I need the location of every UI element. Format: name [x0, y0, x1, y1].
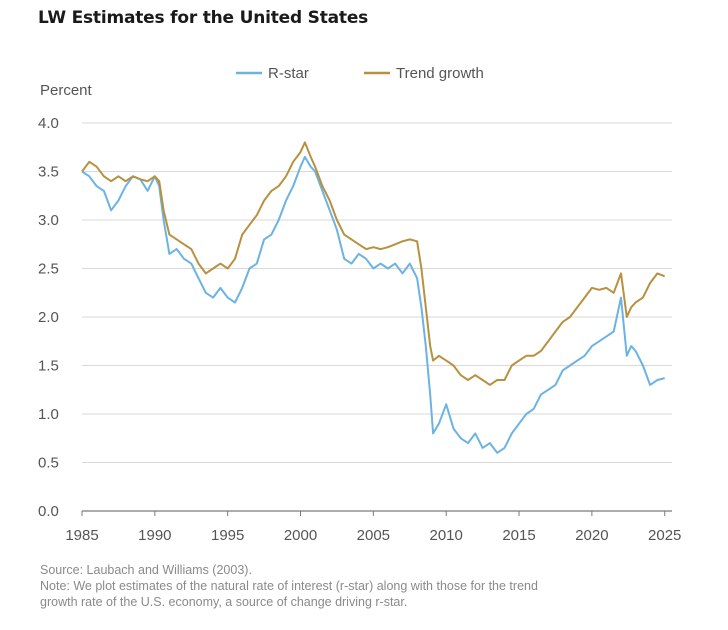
- chart-title: LW Estimates for the United States: [38, 8, 369, 28]
- y-tick-label: 1.5: [38, 358, 59, 375]
- source-text: Source: Laubach and Williams (2003).: [40, 563, 252, 577]
- y-ticks: 0.0 0.5 1.0 1.5 2.0 2.5 3.0 3.5 4.0: [38, 115, 59, 520]
- x-tick-label: 1990: [138, 527, 171, 544]
- x-ticks: 1985 1990 1995 2000 2005 2010 2015 2020 2025: [65, 511, 681, 544]
- x-tick-label: 1985: [65, 527, 98, 544]
- x-tick-label: 2000: [284, 527, 317, 544]
- legend-label-r-star: R-star: [268, 65, 309, 82]
- legend: R-star Trend growth: [236, 65, 484, 82]
- legend-label-trend-growth: Trend growth: [396, 65, 484, 82]
- footnote: Source: Laubach and Williams (2003). Not…: [40, 562, 700, 610]
- x-tick-label: 2025: [648, 527, 681, 544]
- x-tick-label: 2020: [575, 527, 608, 544]
- note-text-line2: growth rate of the U.S. economy, a sourc…: [40, 595, 408, 609]
- y-tick-label: 3.5: [38, 164, 59, 181]
- series-line-trend-growth: [81, 141, 666, 386]
- y-axis-label: Percent: [40, 82, 93, 99]
- y-tick-label: 2.5: [38, 261, 59, 278]
- y-tick-label: 0.0: [38, 503, 59, 520]
- y-tick-label: 0.5: [38, 455, 59, 472]
- x-tick-label: 2015: [502, 527, 535, 544]
- x-tick-label: 2005: [357, 527, 390, 544]
- x-tick-label: 1995: [211, 527, 244, 544]
- y-tick-label: 4.0: [38, 115, 59, 132]
- series-line-r-star: [81, 155, 665, 454]
- x-tick-label: 2010: [430, 527, 463, 544]
- series: [81, 141, 666, 454]
- y-tick-label: 3.0: [38, 212, 59, 229]
- note-text-line1: Note: We plot estimates of the natural r…: [40, 579, 538, 593]
- y-tick-label: 1.0: [38, 406, 59, 423]
- grid: [82, 122, 672, 512]
- y-tick-label: 2.0: [38, 309, 59, 326]
